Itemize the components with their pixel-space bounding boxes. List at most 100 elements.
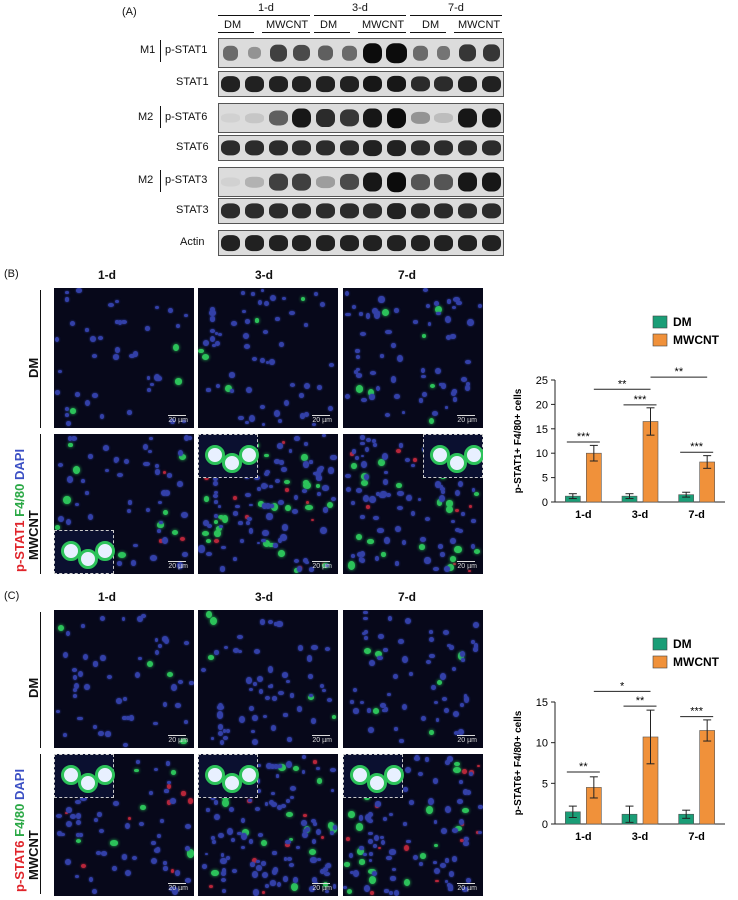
cell	[73, 682, 80, 690]
cell	[167, 307, 173, 314]
cell	[256, 486, 261, 492]
cell	[156, 375, 162, 381]
cell	[211, 836, 215, 841]
cell	[160, 490, 167, 496]
y-axis-label: p-STAT6+ F4/80+ cells	[513, 710, 524, 815]
cell	[363, 617, 368, 621]
cell	[202, 519, 209, 526]
y-tick-label: 0	[542, 497, 548, 509]
cell	[363, 610, 368, 615]
cell	[128, 817, 132, 821]
cell	[456, 300, 462, 306]
cell	[320, 869, 325, 874]
cell	[145, 507, 151, 512]
cell	[307, 674, 313, 679]
cell	[460, 658, 465, 662]
cell	[134, 671, 140, 678]
cell	[256, 865, 262, 871]
cell	[368, 832, 373, 836]
cell	[382, 708, 386, 712]
cell	[440, 828, 447, 835]
cell	[233, 495, 238, 500]
cell	[84, 491, 90, 496]
cell	[213, 480, 219, 487]
cell	[281, 804, 286, 808]
blot-band	[482, 44, 500, 62]
cell	[281, 466, 287, 473]
cell	[275, 774, 280, 778]
cell	[213, 800, 219, 805]
cell	[358, 815, 364, 821]
blot-band	[434, 174, 454, 190]
blot-band	[363, 140, 383, 156]
cell	[467, 570, 471, 573]
cell	[269, 763, 276, 769]
cell	[392, 674, 398, 680]
cell	[425, 517, 431, 522]
chart-pstat6: DM MWCNT 0 5 10 15 p-STAT6+ F4/80+ cells 1-d 3-d…	[505, 632, 735, 864]
cell	[424, 557, 431, 565]
cell	[214, 519, 219, 525]
cell	[289, 310, 295, 315]
cell	[95, 850, 101, 855]
significance-mark: **	[636, 695, 645, 707]
legend-label-mwcnt: MWCNT	[673, 333, 720, 347]
cell	[251, 858, 257, 864]
panel-c-stain-c: DAPI	[12, 768, 27, 800]
cell	[381, 308, 390, 316]
cell	[378, 633, 384, 640]
cell	[69, 320, 75, 326]
cell	[460, 839, 464, 843]
cell	[359, 514, 365, 520]
cell	[201, 354, 209, 361]
cell	[251, 870, 258, 878]
cell	[278, 549, 285, 557]
cell	[359, 557, 365, 564]
cell	[72, 668, 78, 672]
cell	[215, 384, 221, 389]
cell	[290, 796, 294, 800]
cell	[72, 466, 81, 475]
cell	[432, 411, 438, 417]
scale-bar: 20 µm	[168, 737, 188, 744]
cell	[131, 856, 137, 861]
cell	[291, 508, 299, 515]
cell	[360, 397, 367, 403]
cell	[220, 853, 225, 858]
cell	[326, 502, 333, 508]
cell	[184, 435, 190, 441]
cell	[421, 392, 427, 398]
cell	[321, 688, 326, 693]
cell	[330, 831, 334, 836]
blot-group-3: DM	[320, 19, 338, 31]
blot-band	[458, 76, 477, 92]
cell	[453, 397, 457, 402]
cell	[62, 732, 68, 737]
cell	[265, 695, 271, 701]
cell	[436, 679, 442, 685]
cell	[452, 667, 457, 672]
cell	[427, 321, 432, 327]
cell	[381, 840, 386, 846]
cell	[92, 888, 98, 895]
inset-cell	[222, 453, 242, 473]
micro-b-dm-3d: 20 µm	[198, 288, 338, 428]
cell	[365, 447, 370, 452]
cell	[401, 410, 406, 414]
cell	[310, 518, 315, 522]
cell	[475, 830, 479, 834]
cell	[261, 423, 266, 427]
cell	[127, 500, 133, 505]
cell	[252, 356, 258, 361]
cell	[285, 504, 292, 512]
cell	[397, 355, 404, 363]
chart-pstat1: DM MWCNT 0 5 10 15 20 25 p-STAT1+ F4/80+ cells 1-…	[505, 310, 735, 540]
significance-mark: **	[618, 378, 627, 390]
cell	[429, 636, 435, 642]
panel-c-row-label-mwcnt: MWCNT	[26, 830, 41, 880]
significance-mark: **	[675, 366, 684, 378]
cell	[316, 491, 321, 496]
cell	[312, 471, 317, 476]
cell	[109, 840, 118, 846]
cell	[55, 813, 62, 818]
